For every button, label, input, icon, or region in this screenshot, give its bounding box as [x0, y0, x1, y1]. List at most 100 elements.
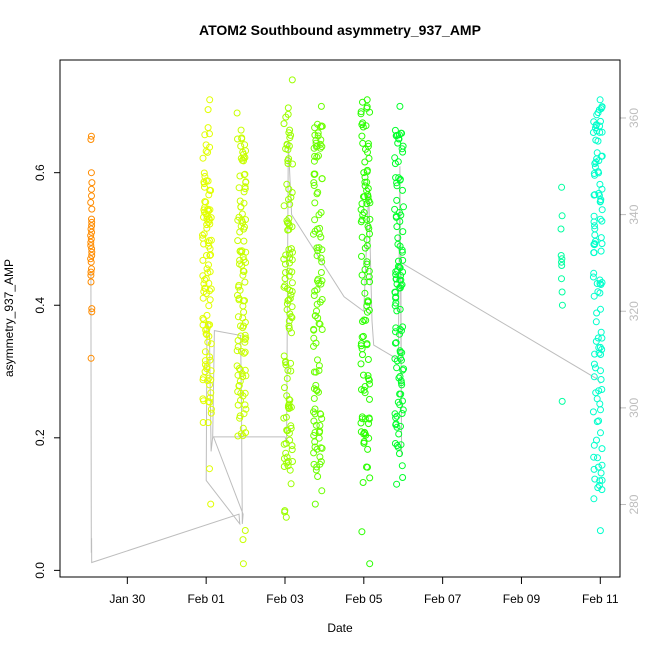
data-point: [590, 465, 598, 473]
data-point: [87, 232, 95, 240]
data-point: [317, 444, 325, 452]
y2-tick-label: 360: [627, 108, 641, 128]
data-point: [364, 372, 372, 380]
data-point: [399, 186, 406, 194]
data-point: [310, 292, 318, 299]
data-point: [205, 261, 212, 269]
data-point: [241, 527, 249, 534]
data-point: [285, 267, 293, 275]
data-point: [358, 528, 366, 536]
data-point: [199, 256, 207, 264]
data-point: [361, 289, 369, 297]
data-point: [597, 152, 605, 160]
data-point: [591, 225, 599, 233]
data-point: [199, 231, 206, 239]
data-point: [286, 259, 293, 267]
data-point: [203, 325, 211, 333]
data-point: [361, 182, 369, 190]
data-point: [287, 193, 295, 201]
data-point: [363, 260, 371, 268]
data-point: [392, 271, 400, 279]
data-point: [359, 332, 367, 340]
data-point: [203, 365, 211, 373]
data-point: [558, 258, 565, 266]
data-point: [286, 295, 294, 303]
data-point: [598, 217, 606, 225]
data-point: [398, 129, 406, 137]
data-point: [598, 128, 606, 136]
data-point: [206, 381, 213, 389]
data-point: [399, 268, 407, 276]
data-point: [598, 486, 606, 494]
data-point: [311, 405, 319, 413]
data-point: [87, 132, 95, 140]
data-point: [241, 338, 249, 346]
data-point: [366, 215, 374, 223]
data-point: [396, 102, 404, 110]
data-point: [358, 271, 366, 279]
data-point: [364, 142, 372, 150]
data-point: [313, 190, 321, 198]
data-point: [392, 275, 400, 283]
data-point: [366, 278, 374, 286]
data-point: [288, 446, 296, 454]
data-point: [318, 487, 326, 495]
data-point: [284, 226, 292, 234]
y-axis-label: asymmetry_937_AMP: [2, 259, 16, 377]
data-point: [317, 102, 325, 110]
data-point: [289, 160, 296, 168]
data-point: [318, 296, 326, 303]
data-point: [363, 242, 371, 250]
data-point: [288, 279, 296, 287]
data-point: [597, 406, 604, 414]
data-point: [310, 460, 318, 468]
data-point: [591, 350, 599, 358]
data-point: [316, 224, 324, 232]
data-point: [199, 376, 207, 384]
data-point: [310, 182, 318, 189]
data-point: [87, 199, 95, 206]
data-point: [363, 258, 371, 266]
data-point: [241, 389, 249, 397]
data-point: [312, 139, 320, 147]
data-point: [590, 292, 598, 300]
data-point: [590, 191, 598, 199]
data-point: [311, 429, 319, 436]
data-point: [392, 414, 400, 422]
data-point: [287, 245, 295, 253]
data-point: [318, 444, 326, 452]
data-point: [398, 248, 406, 256]
data-point: [311, 124, 319, 132]
data-point: [358, 345, 366, 353]
data-point: [283, 459, 291, 467]
data-point: [359, 318, 366, 325]
data-point: [398, 246, 406, 254]
data-point: [393, 182, 401, 190]
data-point: [234, 313, 242, 321]
data-point: [207, 500, 215, 508]
data-point: [288, 189, 296, 196]
data-point: [288, 76, 296, 84]
data-point: [88, 305, 96, 313]
data-point: [592, 364, 599, 372]
data-point: [364, 193, 372, 201]
data-point: [597, 376, 605, 383]
data-point: [398, 356, 405, 364]
data-point: [88, 265, 95, 273]
x-tick-label: Feb 03: [266, 592, 304, 606]
data-point: [361, 193, 368, 201]
data-point: [310, 417, 318, 425]
data-point: [597, 305, 604, 313]
data-point: [397, 282, 405, 290]
data-point: [394, 234, 402, 242]
data-point: [398, 145, 406, 153]
data-point: [596, 289, 604, 297]
data-point: [88, 252, 96, 259]
data-point: [391, 126, 399, 134]
data-point: [358, 132, 366, 140]
data-point: [357, 428, 365, 436]
data-point: [396, 305, 404, 313]
data-point: [393, 307, 401, 315]
data-point: [286, 200, 294, 208]
data-point: [237, 322, 244, 330]
